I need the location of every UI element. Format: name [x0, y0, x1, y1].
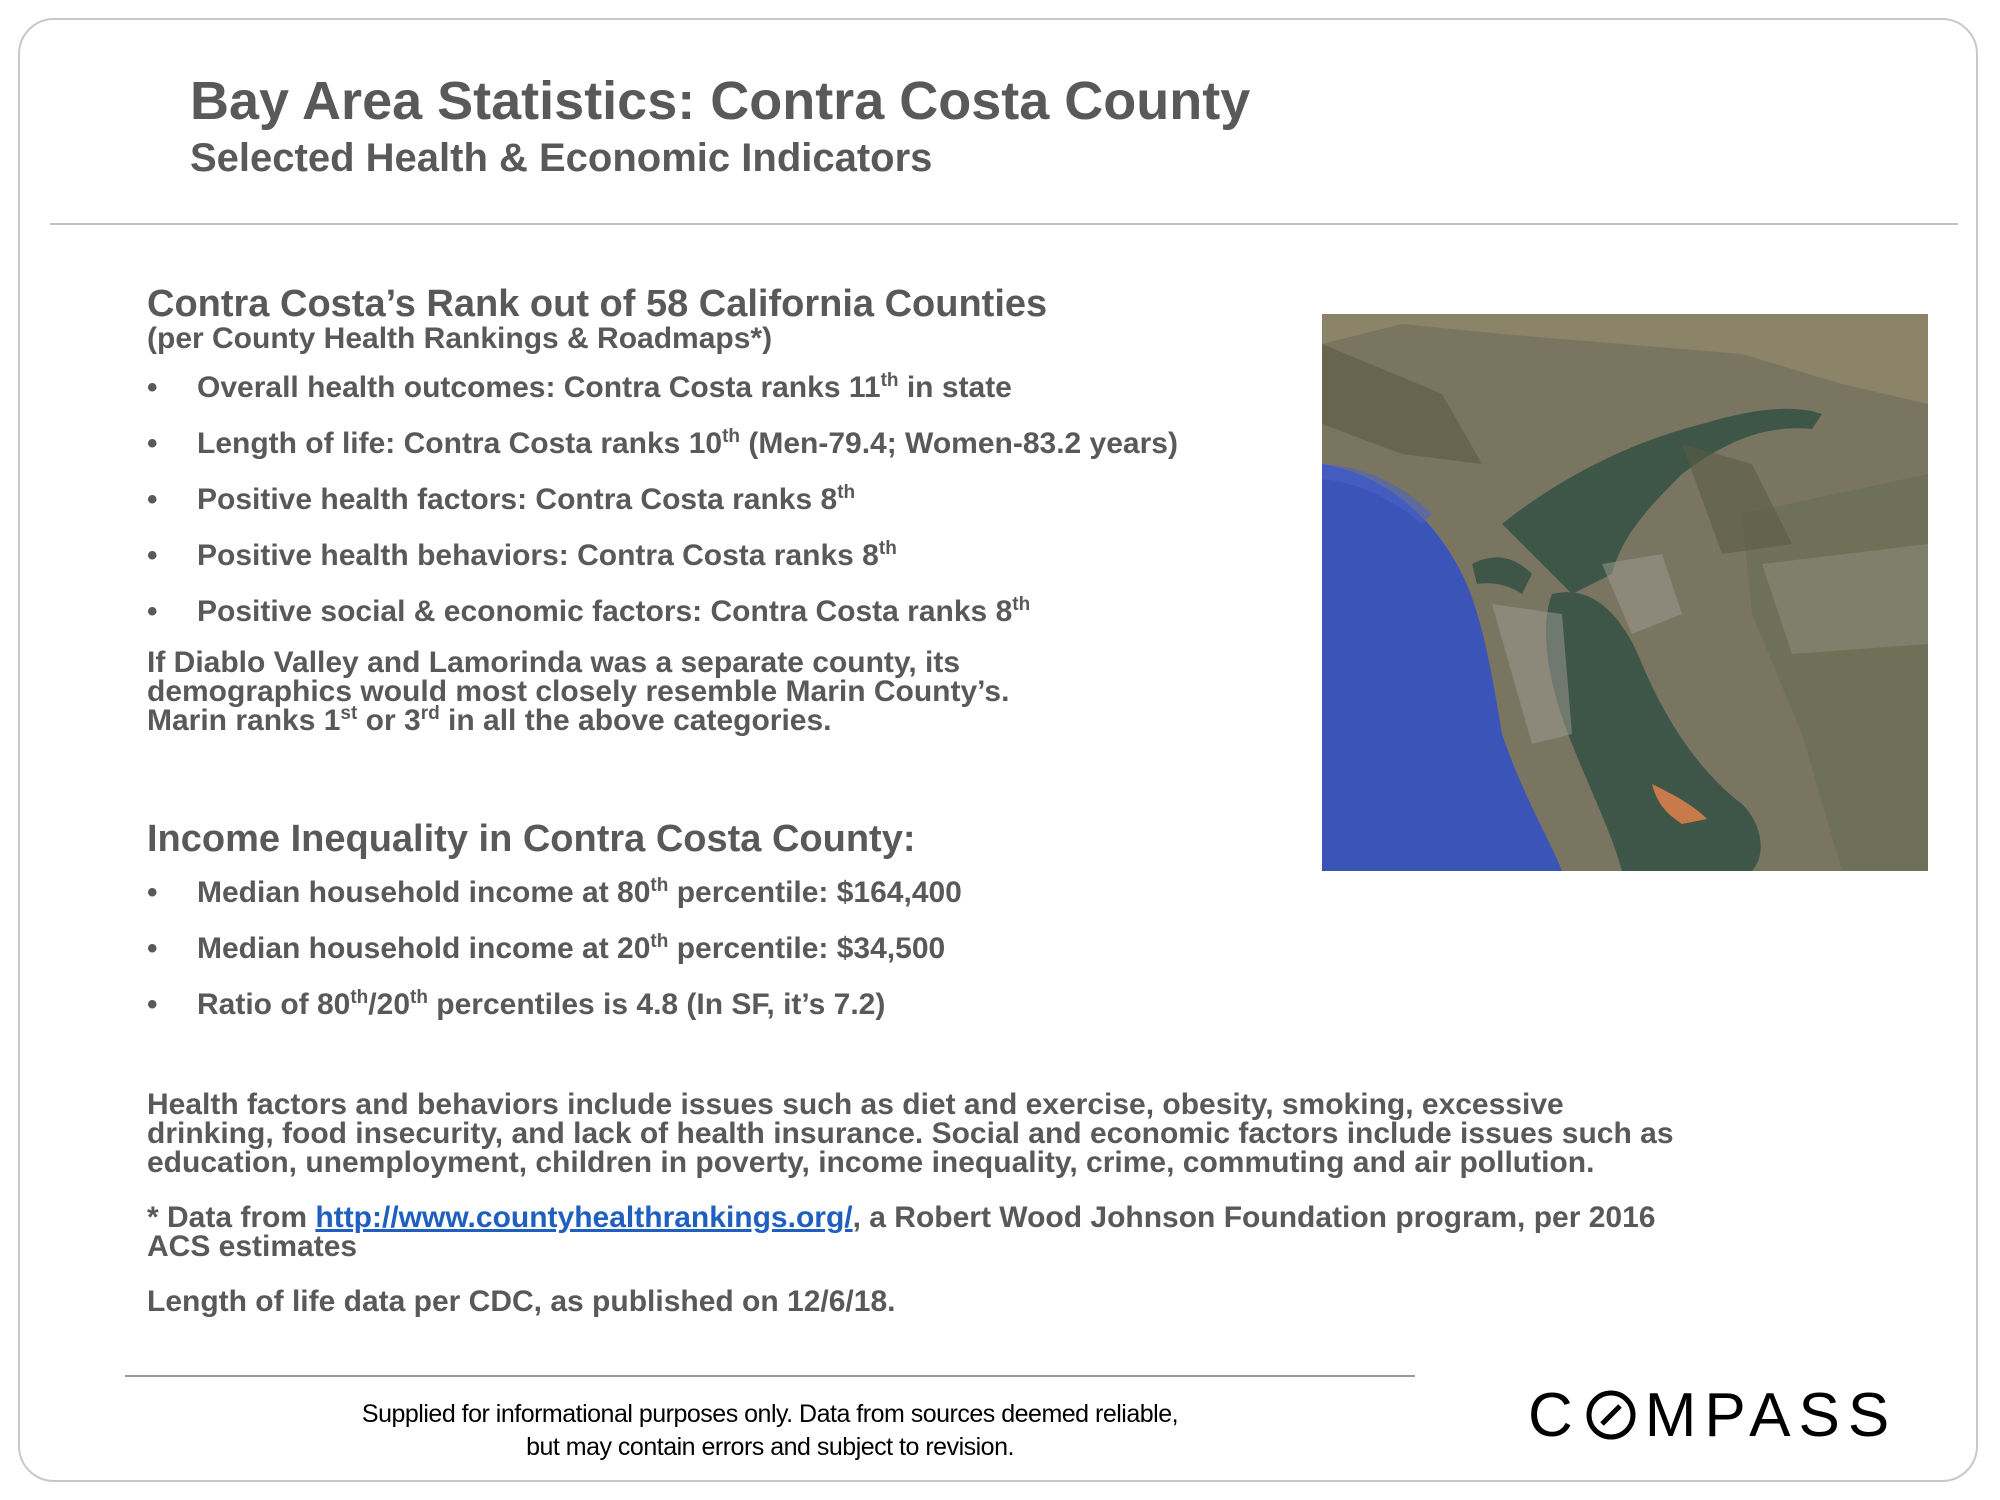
- bullet-text: Ratio of 80: [197, 988, 351, 1021]
- list-item: • Median household income at 20th percent…: [147, 929, 1307, 969]
- footnotes: Health factors and behaviors include iss…: [147, 1090, 1907, 1342]
- ordinal-suffix: th: [1012, 594, 1031, 615]
- ordinal-suffix: th: [880, 370, 899, 391]
- rank-subheading: (per County Health Rankings & Roadmaps*): [147, 322, 773, 355]
- ordinal-suffix: th: [350, 987, 369, 1008]
- cdc-note: Length of life data per CDC, as publishe…: [147, 1285, 896, 1318]
- marin-comparison: If Diablo Valley and Lamorinda was a sep…: [147, 646, 1307, 737]
- bullet-icon: •: [147, 371, 158, 404]
- paragraph-text: or 3: [357, 704, 421, 737]
- note-line: ACS estimates: [147, 1230, 358, 1263]
- rank-list: • Overall health outcomes: Contra Costa r…: [147, 368, 1307, 632]
- bullet-icon: •: [147, 483, 158, 516]
- rank-heading: Contra Costa’s Rank out of 58 California…: [147, 283, 1048, 325]
- note-text: , a Robert Wood Johnson Foundation progr…: [852, 1201, 1656, 1234]
- ordinal-suffix: th: [650, 875, 669, 896]
- ordinal-suffix: st: [340, 703, 358, 724]
- income-list: • Median household income at 80th percent…: [147, 873, 1307, 1025]
- note-line: Health factors and behaviors include iss…: [147, 1088, 1564, 1121]
- logo-text: MPASS: [1644, 1380, 1898, 1450]
- data-source-note: * Data from http://www.countyhealthranki…: [147, 1201, 1907, 1263]
- footer-divider: [125, 1375, 1415, 1377]
- list-item: • Overall health outcomes: Contra Costa r…: [147, 368, 1307, 408]
- ordinal-suffix: th: [650, 931, 669, 952]
- bullet-text: (Men-79.4; Women-83.2 years): [740, 427, 1178, 460]
- bullet-text: Median household income at 20: [197, 932, 651, 965]
- disclaimer-line: Supplied for informational purposes only…: [361, 1400, 1179, 1428]
- bullet-text: in state: [898, 371, 1012, 404]
- bullet-icon: •: [147, 595, 158, 628]
- bullet-text: Positive health behaviors: Contra Costa …: [197, 539, 879, 572]
- bullet-icon: •: [147, 876, 158, 909]
- list-item: • Length of life: Contra Costa ranks 10th…: [147, 424, 1307, 464]
- list-item: • Positive health factors: Contra Costa r…: [147, 480, 1307, 520]
- bullet-icon: •: [147, 988, 158, 1021]
- county-health-rankings-link[interactable]: http://www.countyhealthrankings.org/: [315, 1201, 853, 1234]
- compass-o-logo-icon: [1586, 1390, 1636, 1440]
- list-item: • Positive social & economic factors: Con…: [147, 592, 1307, 632]
- logo-text: C: [1528, 1380, 1581, 1450]
- ordinal-suffix: rd: [420, 703, 440, 724]
- bullet-text: Overall health outcomes: Contra Costa ra…: [197, 371, 881, 404]
- note-line: drinking, food insecurity, and lack of h…: [147, 1117, 1674, 1150]
- bullet-text: Median household income at 80: [197, 876, 651, 909]
- satellite-map-image: [1322, 314, 1928, 871]
- disclaimer-line: but may contain errors and subject to re…: [526, 1433, 1014, 1461]
- bullet-text: Positive health factors: Contra Costa ra…: [197, 483, 838, 516]
- page-subtitle: Selected Health & Economic Indicators: [190, 136, 933, 180]
- disclaimer: Supplied for informational purposes only…: [200, 1398, 1340, 1464]
- list-item: • Positive health behaviors: Contra Costa…: [147, 536, 1307, 576]
- bullet-text: percentile: $164,400: [668, 876, 962, 909]
- list-item: • Median household income at 80th percent…: [147, 873, 1307, 913]
- ordinal-suffix: th: [722, 426, 741, 447]
- health-factors-note: Health factors and behaviors include iss…: [147, 1088, 1907, 1179]
- ordinal-suffix: th: [837, 482, 856, 503]
- paragraph-line: Marin ranks 1st or 3rd in all the above …: [147, 703, 1307, 737]
- note-line: education, unemployment, children in pov…: [147, 1146, 1595, 1179]
- page-title: Bay Area Statistics: Contra Costa County: [190, 71, 1251, 131]
- bullet-text: /20: [368, 988, 411, 1021]
- header-divider: [50, 223, 1958, 225]
- paragraph-text: in all the above categories.: [439, 704, 832, 737]
- ordinal-suffix: th: [410, 987, 428, 1008]
- bullet-text: percentile: $34,500: [668, 932, 946, 965]
- bullet-text: Positive social & economic factors: Cont…: [197, 595, 1013, 628]
- paragraph-line: demographics would most closely resemble…: [147, 675, 1010, 708]
- paragraph-line: If Diablo Valley and Lamorinda was a sep…: [147, 646, 961, 679]
- note-text: * Data from: [147, 1201, 316, 1234]
- bullet-icon: •: [147, 932, 158, 965]
- list-item: • Ratio of 80th/20th percentiles is 4.8 (…: [147, 985, 1307, 1025]
- bullet-text: percentiles is 4.8 (In SF, it’s 7.2): [427, 988, 886, 1021]
- paragraph-text: Marin ranks 1: [147, 704, 341, 737]
- compass-logo: C MPASS: [1528, 1380, 1897, 1450]
- bullet-icon: •: [147, 427, 158, 460]
- ordinal-suffix: th: [878, 538, 897, 559]
- note-line: * Data from http://www.countyhealthranki…: [147, 1201, 1907, 1234]
- bullet-text: Length of life: Contra Costa ranks 10: [197, 427, 723, 460]
- bullet-icon: •: [147, 539, 158, 572]
- rank-section: Contra Costa’s Rank out of 58 California…: [147, 284, 1307, 1041]
- income-heading: Income Inequality in Contra Costa County…: [147, 818, 916, 860]
